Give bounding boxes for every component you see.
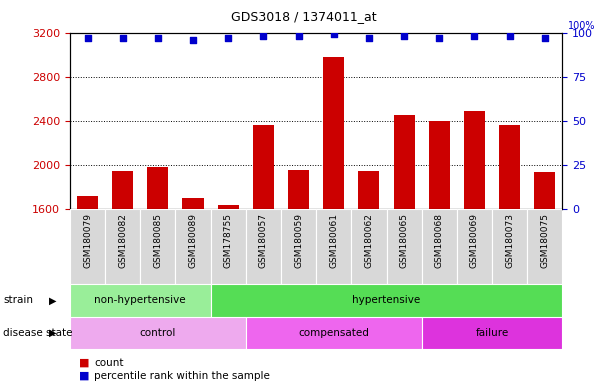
Text: GSM180059: GSM180059 (294, 213, 303, 268)
Point (540, 35, 550, 41)
Point (223, 35, 233, 41)
Text: percentile rank within the sample: percentile rank within the sample (94, 371, 270, 381)
Bar (422, 209, 457, 284)
Text: non-hypertensive: non-hypertensive (94, 295, 186, 306)
Bar (457, 209, 492, 284)
Bar (70, 317, 246, 349)
Text: GSM180085: GSM180085 (153, 213, 162, 268)
Bar (246, 209, 281, 284)
Point (294, 33, 303, 39)
Bar (105, 209, 140, 284)
Point (329, 31, 339, 38)
Bar (246, 317, 422, 349)
Bar (218, 205, 239, 384)
Point (118, 35, 128, 41)
Bar (499, 126, 520, 384)
Text: GSM180061: GSM180061 (330, 213, 338, 268)
Bar (429, 121, 450, 384)
Bar (323, 57, 344, 384)
Text: 100%: 100% (568, 21, 595, 31)
Bar (393, 116, 415, 384)
Bar (253, 126, 274, 384)
Bar (492, 209, 527, 284)
Text: strain: strain (3, 295, 33, 306)
Point (83, 35, 92, 41)
Bar (210, 284, 562, 317)
Point (188, 36, 198, 43)
Text: ■: ■ (79, 371, 89, 381)
Bar (147, 167, 168, 384)
Point (364, 35, 374, 41)
Text: GSM180068: GSM180068 (435, 213, 444, 268)
Bar (70, 284, 210, 317)
Text: GSM178755: GSM178755 (224, 213, 233, 268)
Text: disease state: disease state (3, 328, 72, 338)
Text: ■: ■ (79, 358, 89, 368)
Text: GSM180073: GSM180073 (505, 213, 514, 268)
Bar (70, 209, 105, 284)
Point (434, 35, 444, 41)
Text: GSM180075: GSM180075 (541, 213, 549, 268)
Text: GSM180062: GSM180062 (364, 213, 373, 268)
Bar (176, 209, 210, 284)
Bar (288, 170, 309, 384)
Bar (422, 317, 562, 349)
Text: ▶: ▶ (49, 295, 57, 306)
Text: hypertensive: hypertensive (353, 295, 421, 306)
Bar (358, 170, 379, 384)
Text: compensated: compensated (299, 328, 369, 338)
Text: GSM180057: GSM180057 (259, 213, 268, 268)
Text: GDS3018 / 1374011_at: GDS3018 / 1374011_at (231, 10, 377, 23)
Bar (527, 209, 562, 284)
Point (258, 33, 268, 39)
Bar (387, 209, 422, 284)
Text: GSM180082: GSM180082 (118, 213, 127, 268)
Bar (140, 209, 176, 284)
Text: GSM180069: GSM180069 (470, 213, 479, 268)
Point (399, 33, 409, 39)
Bar (77, 196, 98, 384)
Bar (112, 170, 133, 384)
Text: control: control (140, 328, 176, 338)
Text: ▶: ▶ (49, 328, 57, 338)
Bar (351, 209, 387, 284)
Point (153, 35, 163, 41)
Text: GSM180079: GSM180079 (83, 213, 92, 268)
Point (505, 33, 514, 39)
Text: count: count (94, 358, 124, 368)
Text: GSM180065: GSM180065 (399, 213, 409, 268)
Bar (316, 209, 351, 284)
Text: GSM180089: GSM180089 (188, 213, 198, 268)
Point (469, 33, 479, 39)
Bar (182, 198, 204, 384)
Bar (210, 209, 246, 284)
Text: failure: failure (475, 328, 509, 338)
Bar (281, 209, 316, 284)
Bar (534, 172, 555, 384)
Bar (464, 111, 485, 384)
